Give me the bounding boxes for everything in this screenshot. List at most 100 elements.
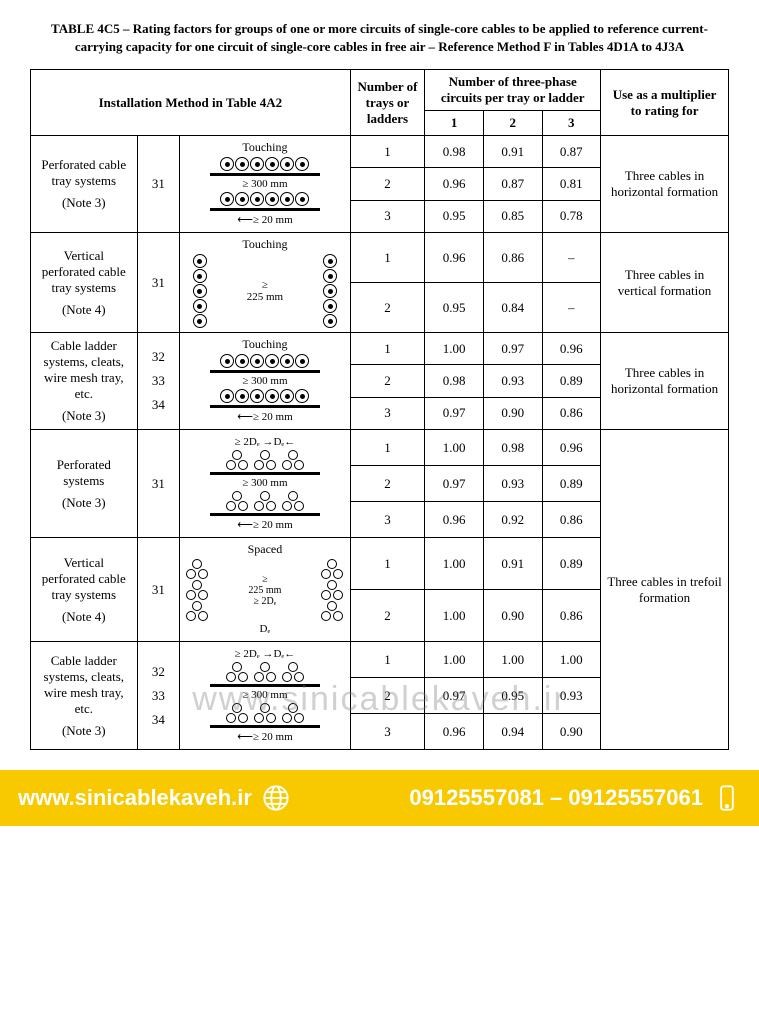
factor-cell: 0.93 [542, 678, 601, 714]
factor-cell: 0.96 [425, 502, 484, 538]
ref-cell: 323334 [137, 333, 180, 430]
trays-cell: 1 [350, 136, 425, 168]
factor-cell: 0.96 [542, 333, 601, 365]
rating-factors-table: Installation Method in Table 4A2 Number … [30, 69, 729, 750]
method-cell: Perforated systems(Note 3) [31, 430, 138, 538]
header-circuits: Number of three-phase circuits per tray … [425, 70, 601, 111]
footer-bar: www.sinicablekaveh.ir 09125557081 – 0912… [0, 770, 759, 826]
factor-cell: 1.00 [425, 430, 484, 466]
page: TABLE 4C5 – Rating factors for groups of… [0, 0, 759, 750]
trays-cell: 3 [350, 397, 425, 429]
factor-cell: 0.93 [483, 365, 542, 397]
header-num-trays: Number of trays or ladders [350, 70, 425, 136]
diagram-cell: Touching ≥ 300 mm ⟵≥ 20 mm [180, 136, 351, 233]
factor-cell: 0.98 [425, 365, 484, 397]
factor-cell: 0.89 [542, 365, 601, 397]
trays-cell: 3 [350, 200, 425, 232]
factor-cell: 0.92 [483, 502, 542, 538]
table-row: Vertical perforated cable tray systems(N… [31, 233, 729, 283]
phone-icon [713, 784, 741, 812]
factor-cell: 0.98 [483, 430, 542, 466]
factor-cell: 0.93 [483, 466, 542, 502]
trays-cell: 1 [350, 333, 425, 365]
diagram-cell: ≥ 2Dₑ →Dₑ← ≥ 300 mm ⟵≥ 20 mm [180, 430, 351, 538]
trays-cell: 3 [350, 714, 425, 750]
factor-cell: 1.00 [425, 590, 484, 642]
method-cell: Vertical perforated cable tray systems(N… [31, 233, 138, 333]
use-cell: Three cables in horizontal formation [601, 333, 729, 430]
factor-cell: 0.97 [425, 678, 484, 714]
factor-cell: 1.00 [425, 538, 484, 590]
table-row: Perforated systems(Note 3)31≥ 2Dₑ →Dₑ← ≥… [31, 430, 729, 466]
trays-cell: 1 [350, 233, 425, 283]
factor-cell: 0.97 [425, 466, 484, 502]
factor-cell: 0.95 [483, 678, 542, 714]
header-use-as: Use as a multiplier to rating for [601, 70, 729, 136]
factor-cell: 0.97 [425, 397, 484, 429]
ref-cell: 31 [137, 233, 180, 333]
factor-cell: 0.90 [483, 397, 542, 429]
diagram-cell: ≥ 2Dₑ →Dₑ← ≥ 300 mm ⟵≥ 20 mm [180, 642, 351, 750]
factor-cell: 0.95 [425, 283, 484, 333]
factor-cell: 0.94 [483, 714, 542, 750]
factor-cell: 0.86 [542, 502, 601, 538]
trays-cell: 2 [350, 365, 425, 397]
ref-cell: 31 [137, 538, 180, 642]
factor-cell: 0.96 [425, 168, 484, 200]
factor-cell: – [542, 233, 601, 283]
factor-cell: 0.89 [542, 538, 601, 590]
header-c3: 3 [542, 111, 601, 136]
factor-cell: 1.00 [425, 333, 484, 365]
factor-cell: 0.87 [542, 136, 601, 168]
trays-cell: 2 [350, 678, 425, 714]
factor-cell: 0.86 [542, 397, 601, 429]
use-cell: Three cables in vertical formation [601, 233, 729, 333]
method-cell: Cable ladder systems, cleats, wire mesh … [31, 333, 138, 430]
trays-cell: 2 [350, 466, 425, 502]
use-cell: Three cables in trefoil formation [601, 430, 729, 750]
factor-cell: 0.96 [542, 430, 601, 466]
table-row: Perforated cable tray systems(Note 3)31T… [31, 136, 729, 168]
factor-cell: 0.90 [483, 590, 542, 642]
factor-cell: 1.00 [483, 642, 542, 678]
factor-cell: 0.95 [425, 200, 484, 232]
trays-cell: 1 [350, 430, 425, 466]
footer-phones: 09125557081 – 09125557061 [409, 785, 703, 811]
factor-cell: 0.81 [542, 168, 601, 200]
factor-cell: 1.00 [425, 642, 484, 678]
factor-cell: 0.98 [425, 136, 484, 168]
factor-cell: 0.78 [542, 200, 601, 232]
factor-cell: 0.91 [483, 538, 542, 590]
factor-cell: 0.96 [425, 714, 484, 750]
trays-cell: 1 [350, 642, 425, 678]
table-row: Cable ladder systems, cleats, wire mesh … [31, 333, 729, 365]
factor-cell: 0.87 [483, 168, 542, 200]
ref-cell: 31 [137, 430, 180, 538]
factor-cell: 0.91 [483, 136, 542, 168]
footer-url: www.sinicablekaveh.ir [18, 785, 252, 811]
factor-cell: 0.85 [483, 200, 542, 232]
factor-cell: 0.97 [483, 333, 542, 365]
method-cell: Perforated cable tray systems(Note 3) [31, 136, 138, 233]
table-title: TABLE 4C5 – Rating factors for groups of… [30, 20, 729, 55]
trays-cell: 2 [350, 283, 425, 333]
diagram-cell: Touching ≥ 300 mm ⟵≥ 20 mm [180, 333, 351, 430]
factor-cell: 1.00 [542, 642, 601, 678]
factor-cell: 0.96 [425, 233, 484, 283]
method-cell: Cable ladder systems, cleats, wire mesh … [31, 642, 138, 750]
header-c1: 1 [425, 111, 484, 136]
ref-cell: 31 [137, 136, 180, 233]
factor-cell: – [542, 283, 601, 333]
trays-cell: 2 [350, 590, 425, 642]
factor-cell: 0.86 [483, 233, 542, 283]
diagram-cell: Spaced ≥225 mm≥ 2Dₑ Dₑ [180, 538, 351, 642]
use-cell: Three cables in horizontal formation [601, 136, 729, 233]
method-cell: Vertical perforated cable tray systems(N… [31, 538, 138, 642]
factor-cell: 0.89 [542, 466, 601, 502]
factor-cell: 0.86 [542, 590, 601, 642]
diagram-cell: Touching ≥225 mm [180, 233, 351, 333]
header-c2: 2 [483, 111, 542, 136]
trays-cell: 3 [350, 502, 425, 538]
globe-icon [262, 784, 290, 812]
ref-cell: 323334 [137, 642, 180, 750]
